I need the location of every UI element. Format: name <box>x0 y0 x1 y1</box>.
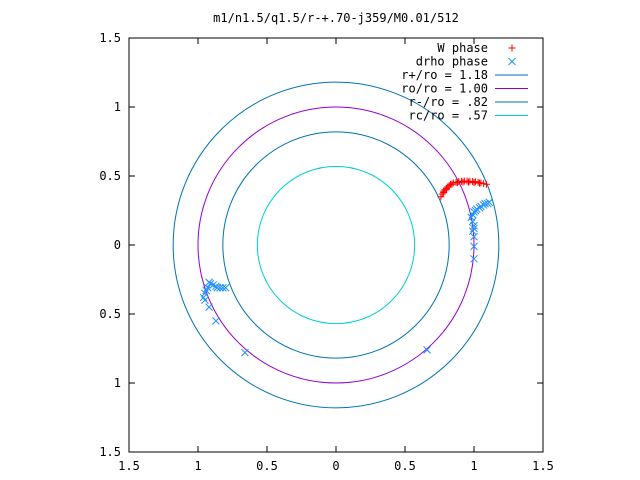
y-tick-label-4: 0.5 <box>99 307 121 321</box>
x-tick-label-5: 1 <box>470 459 477 473</box>
drho-phase-point-34 <box>423 346 431 354</box>
x-tick-label-6: 1.5 <box>532 459 554 473</box>
drho-phase-point-11-shape <box>468 217 477 226</box>
y-tick-label-3: 0 <box>114 238 121 252</box>
drho-phase-point-8 <box>481 199 489 208</box>
w-phase-point-23-shape <box>448 180 456 188</box>
y-tick-label-5: 1 <box>114 376 121 390</box>
y-tick-label-6: 1.5 <box>99 445 121 459</box>
drho-phase-point-33-shape <box>241 348 249 357</box>
legend-label-3: ro/ro = 1.00 <box>401 82 488 96</box>
y-tick-label-0: 1.5 <box>99 31 121 45</box>
w-phase-point-27 <box>470 179 478 187</box>
w-phase-point-28-shape <box>476 179 484 187</box>
w-phase-point-28 <box>476 179 484 187</box>
y-tick-label-2: 0.5 <box>99 169 121 183</box>
chart-title: m1/n1.5/q1.5/r-+.70-j359/M0.01/512 <box>213 11 459 25</box>
drho-phase-point-31 <box>205 303 213 311</box>
w-phase-point-24-shape <box>453 179 461 187</box>
drho-phase-point-30-shape <box>201 296 209 305</box>
w-phase-point-20-shape <box>482 180 490 188</box>
w-phase-point-26-shape <box>464 178 472 186</box>
drho-phase-point-22-shape <box>213 283 222 292</box>
drho-phase-point-15 <box>470 232 478 241</box>
x-tick-label-4: 0.5 <box>394 459 416 473</box>
y-tick-label-1: 1 <box>114 100 121 114</box>
drho-phase-point-16-shape <box>470 242 478 251</box>
drho-phase-point-15-shape <box>470 232 478 241</box>
x-tick-label-0: 1.5 <box>118 459 140 473</box>
w-phase-point-26 <box>464 178 472 186</box>
legend-marker-0-shape <box>508 44 516 52</box>
drho-phase-point-22 <box>213 283 222 292</box>
drho-phase-point-24 <box>218 283 227 292</box>
w-phase-point-23 <box>448 180 456 188</box>
drho-phase-point-17-shape <box>470 254 478 263</box>
drho-phase-point-32 <box>212 317 220 325</box>
drho-phase-point-34-shape <box>423 346 431 354</box>
drho-phase-point-23 <box>216 283 224 292</box>
x-tick-label-2: 0.5 <box>256 459 278 473</box>
series-circle-2 <box>222 131 450 359</box>
drho-phase-point-30 <box>201 296 209 305</box>
drho-phase-point-23-shape <box>216 283 224 292</box>
legend-label-1: drho phase <box>416 55 488 69</box>
point-layer <box>199 177 494 357</box>
drho-phase-point-16 <box>470 242 478 251</box>
legend-label-4: r-/ro = .82 <box>409 95 488 109</box>
drho-phase-point-25 <box>221 283 230 292</box>
drho-phase-point-28 <box>201 289 209 298</box>
w-phase-point-24 <box>453 179 461 187</box>
w-phase-point-22 <box>442 186 450 194</box>
drho-phase-point-8-shape <box>481 199 489 208</box>
series-circle-1 <box>197 106 475 384</box>
drho-phase-point-17 <box>470 254 478 263</box>
drho-phase-point-28-shape <box>201 289 209 298</box>
legend-marker-0 <box>508 44 516 52</box>
drho-phase-point-32-shape <box>212 317 220 325</box>
w-phase-point-22-shape <box>442 186 450 194</box>
drho-phase-point-25-shape <box>221 283 230 292</box>
drho-phase-point-11 <box>468 217 477 226</box>
drho-phase-point-31-shape <box>205 303 213 311</box>
drho-phase-point-24-shape <box>218 283 227 292</box>
legend-marker-1 <box>508 57 516 66</box>
legend-label-2: r+/ro = 1.18 <box>401 68 488 82</box>
series-circle-0 <box>172 81 500 409</box>
drho-phase-point-33 <box>241 348 249 357</box>
circle-layer <box>172 81 500 409</box>
series-circle-3 <box>256 165 416 325</box>
x-tick-label-3: 0 <box>332 459 339 473</box>
drho-phase-point-10-shape <box>485 198 494 207</box>
legend-label-5: rc/ro = .57 <box>409 109 488 123</box>
w-phase-point-20 <box>482 180 490 188</box>
legend-marker-1-shape <box>508 57 516 66</box>
x-tick-label-1: 1 <box>194 459 201 473</box>
drho-phase-point-10 <box>485 198 494 207</box>
w-phase-point-27-shape <box>470 179 478 187</box>
axis-ticks: 1.5 1 0.5 0 0.5 1 1.51.510.500.511.5 <box>99 31 554 473</box>
legend-label-0: W phase <box>437 41 488 55</box>
